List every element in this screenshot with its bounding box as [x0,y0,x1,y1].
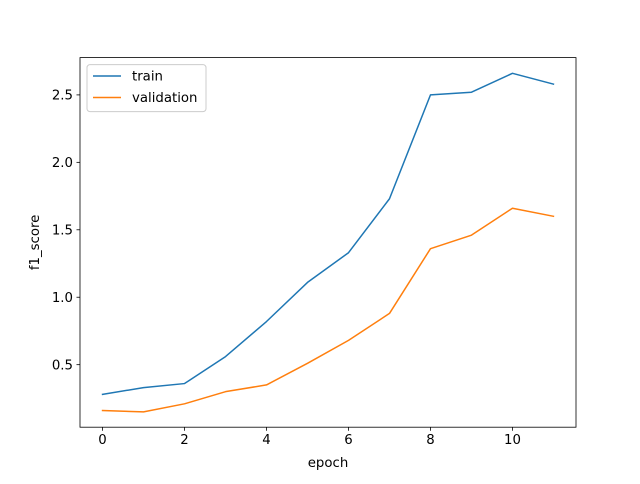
x-tick-label: 6 [344,433,352,448]
y-tick-label: 2.5 [52,88,73,103]
y-axis-label: f1_score [28,215,43,271]
series-lines [101,72,555,413]
x-axis-ticks: 0 2 4 6 8 10 [98,427,521,448]
series-line-validation [101,207,555,413]
x-tick-label: 0 [98,433,106,448]
y-tick-label: 1.5 [52,223,73,238]
x-tick-label: 2 [180,433,188,448]
x-tick-label: 8 [426,433,434,448]
y-tick-label: 1.0 [52,291,73,306]
y-tick-label: 0.5 [52,358,73,373]
legend-label-train: train [132,70,163,85]
legend-label-validation: validation [132,91,197,106]
x-tick-label: 10 [504,433,521,448]
x-axis-label: epoch [308,456,349,471]
series-line-train [101,72,555,396]
x-tick-label: 4 [262,433,270,448]
plot-frame [79,57,577,428]
legend: train validation [86,64,207,113]
y-axis-ticks: 0.5 1.0 1.5 2.0 2.5 [52,88,80,373]
legend-items: train validation [93,70,197,106]
y-tick-label: 2.0 [52,156,73,171]
